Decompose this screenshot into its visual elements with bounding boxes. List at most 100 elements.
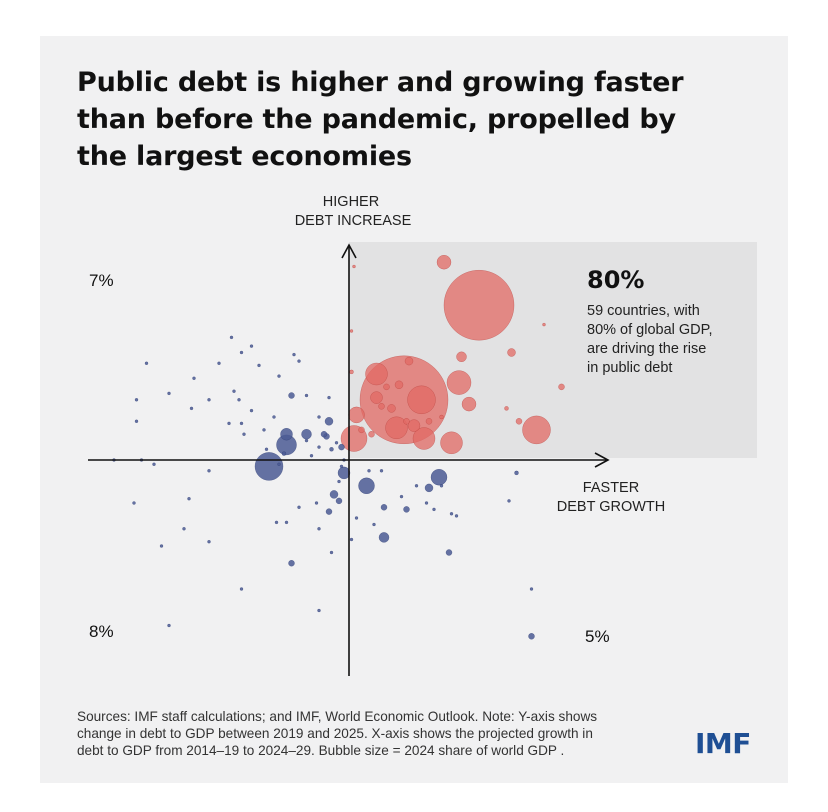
- red-bubble-29: [387, 404, 396, 413]
- blue-bubble-6: [338, 443, 345, 451]
- blue-bubble-12: [430, 468, 448, 486]
- blue-bubble-15: [403, 506, 410, 513]
- blue-bubble-80: [372, 522, 376, 527]
- blue-bubble-68: [207, 539, 211, 544]
- blue-bubble-58: [229, 335, 234, 340]
- blue-bubble-42: [257, 363, 261, 368]
- blue-bubble-61: [292, 352, 296, 357]
- x-axis-label-line-2: DEBT GROWTH: [557, 499, 665, 515]
- red-bubble-30: [403, 418, 410, 425]
- x-axis-arrow: [594, 452, 610, 468]
- red-bubble-17: [558, 383, 565, 391]
- red-bubble-0: [443, 269, 515, 341]
- y-axis-label-line-1: HIGHER: [323, 194, 379, 210]
- blue-bubble-49: [317, 415, 321, 419]
- chart-title-line-3: the largest economies: [77, 141, 412, 172]
- red-bubble-10: [385, 416, 408, 440]
- blue-bubble-62: [304, 438, 309, 443]
- blue-bubble-45: [277, 374, 281, 378]
- blue-bubble-57: [277, 462, 281, 467]
- blue-bubble-89: [529, 587, 534, 591]
- blue-bubble-77: [167, 623, 171, 628]
- red-bubble-24: [404, 356, 414, 366]
- red-bubble-27: [425, 418, 433, 425]
- blue-bubble-32: [152, 462, 156, 467]
- callout-line-2: 80% of global GDP,: [587, 322, 713, 338]
- sources-note: Sources: IMF staff calculations; and IMF…: [77, 708, 677, 759]
- blue-bubble-40: [217, 361, 221, 366]
- callout-value: 80%: [587, 266, 645, 294]
- x-axis-label-line-1: FASTER: [583, 480, 639, 496]
- blue-bubble-83: [424, 501, 429, 505]
- y-axis-label-line-2: DEBT INCREASE: [295, 213, 412, 229]
- blue-bubble-7: [337, 466, 351, 480]
- blue-bubble-23: [329, 447, 334, 452]
- blue-bubble-54: [339, 464, 344, 469]
- blue-bubble-88: [507, 499, 511, 503]
- quadrant-label-bottom-left: 8%: [89, 622, 114, 641]
- callout-text: 59 countries, with 80% of global GDP, ar…: [587, 302, 757, 378]
- blue-bubble-47: [304, 393, 309, 398]
- blue-bubble-35: [232, 389, 236, 393]
- blue-bubble-74: [317, 527, 321, 531]
- blue-bubble-52: [334, 441, 339, 445]
- blue-bubble-28: [134, 419, 139, 424]
- chart-title-line-1: Public debt is higher and growing faster: [77, 67, 684, 98]
- blue-bubble-16: [378, 532, 390, 543]
- blue-bubble-81: [399, 494, 404, 499]
- blue-bubble-90: [379, 469, 384, 473]
- chart-title-line-2: than before the pandemic, propelled by: [77, 104, 676, 135]
- callout-line-1: 59 countries, with: [587, 303, 700, 319]
- blue-bubble-8: [329, 490, 339, 499]
- blue-bubble-2: [280, 427, 293, 441]
- red-bubble-13: [370, 391, 383, 404]
- blue-bubble-67: [159, 544, 164, 548]
- blue-bubble-72: [297, 505, 301, 510]
- blue-bubble-31: [207, 469, 211, 473]
- red-bubble-5: [446, 370, 472, 395]
- blue-bubble-79: [354, 516, 359, 520]
- blue-bubble-21: [288, 392, 295, 399]
- blue-bubble-44: [272, 415, 276, 419]
- blue-bubble-69: [239, 587, 244, 591]
- blue-bubble-59: [239, 350, 244, 355]
- blue-bubble-3: [301, 428, 312, 440]
- blue-bubble-87: [454, 514, 459, 518]
- blue-bubble-66: [182, 527, 186, 531]
- blue-bubble-9: [335, 497, 343, 505]
- sources-line-2: change in debt to GDP between 2019 and 2…: [77, 726, 593, 741]
- blue-bubble-71: [284, 520, 289, 525]
- red-bubble-12: [461, 396, 477, 412]
- blue-bubble-36: [249, 408, 254, 413]
- blue-bubble-46: [297, 359, 301, 363]
- red-bubble-19: [515, 418, 523, 425]
- blue-bubble-76: [317, 608, 321, 613]
- blue-bubble-64: [187, 496, 191, 501]
- blue-bubble-17: [445, 549, 453, 556]
- blue-bubble-20: [514, 470, 519, 476]
- blue-bubble-22: [320, 430, 328, 438]
- quadrant-label-bottom-right: 5%: [585, 627, 610, 646]
- red-bubble-3: [407, 385, 436, 415]
- red-bubble-23: [349, 329, 354, 333]
- blue-bubble-75: [329, 550, 334, 555]
- blue-bubble-33: [189, 406, 194, 411]
- red-bubble-26: [378, 403, 385, 410]
- red-bubble-series: [340, 254, 565, 455]
- red-bubble-33: [439, 414, 444, 420]
- chart-title: Public debt is higher and growing faster…: [77, 64, 717, 175]
- callout-line-4: in public debt: [587, 360, 673, 376]
- blue-bubble-34: [207, 398, 211, 402]
- blue-bubble-60: [249, 344, 254, 348]
- red-bubble-6: [522, 415, 551, 445]
- red-bubble-18: [504, 406, 509, 411]
- red-bubble-28: [368, 430, 375, 438]
- blue-bubble-13: [424, 483, 434, 493]
- blue-bubble-78: [349, 537, 354, 542]
- blue-bubble-41: [237, 398, 241, 402]
- blue-bubble-27: [227, 421, 231, 426]
- y-axis-arrow: [341, 243, 357, 259]
- callout-box: 80% 59 countries, with 80% of global GDP…: [587, 266, 757, 378]
- blue-bubble-0: [254, 452, 284, 481]
- red-bubble-31: [383, 383, 390, 391]
